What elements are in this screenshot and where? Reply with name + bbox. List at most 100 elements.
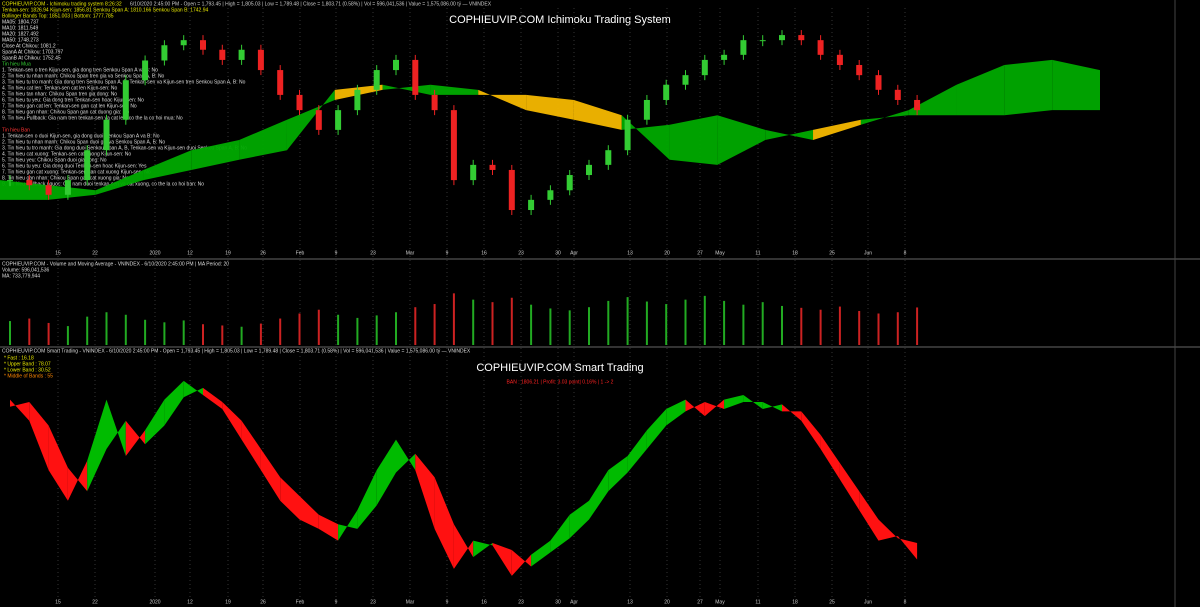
- date-label: Feb: [296, 599, 305, 605]
- volume-bar: [568, 310, 571, 345]
- date-label: Mar: [406, 599, 415, 605]
- volume-text: Volume: 596,041,536: [2, 267, 49, 273]
- buy-signal: 8. Tin hieu gan nhan: Chikou Span gan ca…: [2, 109, 129, 115]
- osc-band: [48, 425, 68, 501]
- sell-signal: 6. Tin hieu tu yeu: Gia dong duoi Tenkan…: [2, 163, 147, 169]
- candle: [489, 164, 496, 170]
- osc-band: [646, 409, 667, 449]
- date-label: 8: [904, 250, 907, 256]
- volume-bar: [240, 326, 243, 345]
- candle: [354, 89, 361, 111]
- date-label: 27: [697, 250, 703, 256]
- osc-band: [338, 510, 358, 541]
- osc-band: [299, 496, 319, 529]
- cloud: [143, 150, 192, 181]
- cloud: [191, 140, 240, 170]
- indicator-line: SpanA At Chikou: 1703.797: [2, 49, 63, 55]
- osc-band: [29, 402, 49, 471]
- volume-bar: [337, 314, 340, 345]
- candle: [277, 70, 284, 95]
- volume-bar: [781, 305, 783, 345]
- candle: [431, 94, 438, 111]
- osc-band: [10, 399, 30, 421]
- indicator-line: SpanB At Chikou: 1752.45: [2, 55, 61, 61]
- osc-band: [434, 477, 454, 569]
- date-label: 23: [370, 250, 376, 256]
- osc-band: [608, 456, 628, 492]
- date-label: 2020: [149, 599, 160, 605]
- date-label: 8: [904, 599, 907, 605]
- osc-band: [183, 380, 203, 398]
- volume-bar: [433, 304, 436, 345]
- cloud: [239, 119, 287, 160]
- candle: [103, 119, 110, 151]
- candle: [84, 150, 91, 181]
- volume-bar: [607, 300, 610, 345]
- date-label: 23: [518, 599, 524, 605]
- date-label: 22: [92, 599, 98, 605]
- volume-bar: [86, 316, 89, 345]
- sell-signal: 1. Tenkan-sen o duoi Kijun-sen, gia dong…: [2, 133, 160, 139]
- sell-signal: 3. Tin hieu tu tro manh: Gia dong duoi S…: [2, 145, 247, 151]
- osc-legend: * Fast : 16.18: [4, 355, 34, 361]
- buy-signal: 7. Tin hieu gan cat len: Tenkan-sen gan …: [2, 103, 137, 109]
- date-label: Jun: [864, 599, 872, 605]
- cloud: [286, 89, 335, 151]
- candle: [238, 49, 245, 60]
- osc-band: [492, 543, 512, 576]
- date-label: 18: [792, 599, 798, 605]
- osc-band: [396, 439, 416, 473]
- osc-band: [357, 470, 377, 529]
- candle: [45, 185, 52, 195]
- date-label: 12: [187, 250, 193, 256]
- osc-band: [839, 463, 860, 511]
- date-label: 2020: [149, 250, 160, 256]
- volume-bar: [645, 301, 648, 345]
- date-label: 19: [225, 599, 231, 605]
- candle: [7, 180, 13, 182]
- candle: [257, 49, 264, 71]
- candle: [605, 150, 612, 165]
- volume-title: COPHIEUVIP.COM - Volume and Moving Avera…: [2, 261, 229, 267]
- date-label: 30: [555, 250, 561, 256]
- cloud: [95, 169, 144, 195]
- osc-band: [724, 394, 744, 410]
- volume-bar: [510, 297, 513, 345]
- indicator-line: Close At Chikou: 1081.2: [2, 43, 56, 49]
- date-label: 26: [260, 599, 266, 605]
- buy-signal: 5. Tin hieu tan nhan: Chikou Span tren g…: [2, 91, 117, 97]
- volume-bar: [896, 312, 899, 345]
- cloud: [765, 129, 814, 141]
- date-label: 26: [260, 250, 266, 256]
- volume-bar: [858, 310, 861, 345]
- osc-band: [164, 380, 184, 426]
- volume-bar: [491, 302, 494, 345]
- volume-bar: [356, 317, 359, 345]
- volume-bar: [66, 326, 69, 345]
- candle: [566, 175, 573, 191]
- volume-bar: [105, 312, 108, 345]
- osc-band: [878, 519, 898, 541]
- date-label: Apr: [570, 250, 578, 256]
- candle: [122, 80, 129, 120]
- candle: [759, 40, 766, 42]
- osc-band: [241, 420, 261, 471]
- volume-bar: [838, 306, 841, 345]
- volume-bar: [742, 304, 745, 345]
- volume-bar: [28, 318, 31, 345]
- osc-band: [685, 399, 705, 417]
- candle: [817, 40, 824, 55]
- volume-bar: [684, 299, 687, 345]
- osc-band: [531, 540, 551, 567]
- volume-bar: [877, 313, 880, 345]
- sell-signal: 7. Tin hieu gan cat xuong: Tenkan-sen ga…: [2, 169, 151, 175]
- candle: [624, 119, 631, 151]
- candle: [643, 99, 650, 120]
- date-label: May: [715, 250, 725, 256]
- sell-signal: 9. Tin hieu Pullback nguoc: Gia nam duoi…: [2, 181, 204, 187]
- buy-title: Tin hieu Mua: [2, 61, 31, 67]
- volume-bar: [395, 312, 397, 345]
- candle: [26, 180, 33, 186]
- volume-bar: [9, 321, 11, 345]
